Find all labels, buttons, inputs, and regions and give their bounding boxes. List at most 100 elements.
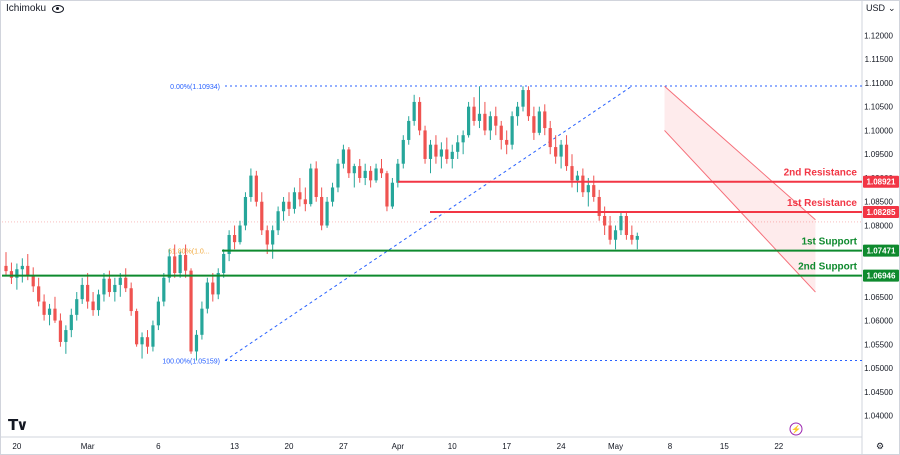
eye-icon[interactable]: [52, 4, 65, 13]
candle-body: [178, 254, 182, 274]
candle-body: [265, 230, 269, 245]
x-tick-label: 22: [774, 442, 783, 451]
candle-body: [472, 106, 476, 121]
candle-body: [630, 235, 634, 240]
candle-body: [543, 111, 547, 129]
candle-body: [287, 201, 291, 209]
candle-body: [292, 192, 297, 209]
y-tick-label: 1.06500: [864, 293, 893, 302]
support-2-label: 2nd Support: [798, 262, 858, 273]
candle-body: [20, 265, 24, 270]
candle-body: [216, 273, 220, 295]
candle-body: [445, 149, 449, 159]
candle-body: [586, 185, 590, 193]
candle-body: [396, 163, 400, 183]
candle-body: [113, 284, 117, 293]
candle-body: [450, 151, 454, 159]
y-tick-label: 1.10500: [864, 103, 893, 112]
candle-body: [510, 116, 514, 145]
candle-body: [303, 199, 307, 205]
candle-body: [407, 120, 411, 140]
candle-body: [341, 149, 346, 164]
candle-body: [564, 144, 569, 167]
y-tick-label: 1.04500: [864, 388, 893, 397]
candle-body: [548, 128, 552, 148]
candle-body: [276, 211, 280, 231]
currency-selector[interactable]: USD ⌄: [866, 3, 896, 14]
candle-body: [505, 139, 509, 145]
channel-fill: [664, 86, 816, 293]
candle-body: [570, 166, 574, 181]
candle-body: [173, 256, 177, 274]
indicator-label[interactable]: Ichimoku: [6, 3, 47, 14]
candle-body: [603, 215, 607, 226]
candle-body: [80, 284, 84, 300]
candle-body: [477, 113, 482, 121]
candle-body: [4, 265, 8, 272]
candle-body: [537, 111, 541, 133]
x-tick-label: 8: [668, 442, 673, 451]
candle-body: [613, 230, 618, 240]
candle-body: [401, 139, 405, 164]
candle-body: [42, 301, 46, 315]
candle-body: [260, 201, 264, 231]
candle-body: [336, 163, 340, 188]
candle-body: [592, 185, 596, 197]
y-tick-label: 1.08500: [864, 198, 893, 207]
currency-label[interactable]: USD: [866, 3, 886, 13]
candle-body: [75, 299, 79, 315]
candle-body: [554, 147, 558, 157]
lightning-glyph: ⚡: [791, 424, 801, 434]
candle-body: [9, 271, 14, 278]
candle-body: [374, 168, 378, 181]
candle-body: [608, 225, 612, 240]
x-tick-label: 10: [448, 442, 457, 451]
fib-100-label: 100.00%(1.05159): [162, 359, 220, 366]
candle-body: [379, 168, 384, 174]
candle-body: [619, 215, 623, 231]
candle-body: [243, 196, 248, 226]
support-1-price-tag: [863, 244, 899, 257]
x-tick-label: Apr: [392, 442, 405, 451]
x-tick-label: 15: [720, 442, 729, 451]
candle-body: [167, 256, 171, 278]
candle-body: [483, 113, 487, 131]
candle-body: [466, 106, 471, 136]
candle-body: [129, 288, 133, 312]
x-tick-label: 24: [557, 442, 566, 451]
candle-body: [69, 314, 73, 331]
candle-body: [238, 225, 242, 243]
candle-body: [140, 337, 144, 345]
y-tick-label: 1.11000: [865, 79, 894, 88]
y-tick-label: 1.09500: [864, 150, 893, 159]
candle-body: [200, 308, 204, 335]
candle-body: [488, 116, 492, 131]
resistance-1-price-tag: [863, 205, 899, 218]
candle-body: [352, 166, 356, 174]
candle-body: [412, 101, 416, 121]
candle-body: [581, 175, 585, 193]
support-1-label: 1st Support: [801, 237, 857, 248]
candle-body: [428, 144, 433, 159]
candle-body: [31, 275, 35, 287]
y-tick-label: 1.04000: [864, 412, 893, 421]
y-tick-label: 1.11500: [865, 55, 894, 64]
lightning-icon: [789, 422, 803, 436]
candle-body: [189, 270, 193, 352]
settings-icon: ⚙: [876, 441, 884, 451]
candle-body: [515, 106, 520, 117]
candle-body: [86, 284, 90, 302]
indicator-legend: Ichimoku: [6, 3, 65, 14]
candle-body: [434, 144, 438, 157]
y-tick-label: 1.08000: [864, 222, 893, 231]
fib-trend-line: [224, 85, 633, 361]
candle-body: [124, 277, 128, 289]
candle-body: [37, 286, 41, 302]
fib-0-label: 0.00%(1.10934): [170, 84, 220, 91]
candle-body: [162, 277, 166, 302]
y-tick-label: 1.12000: [864, 31, 893, 40]
candle-body: [271, 230, 275, 245]
candle-body: [624, 215, 629, 236]
candle-body: [418, 101, 422, 131]
